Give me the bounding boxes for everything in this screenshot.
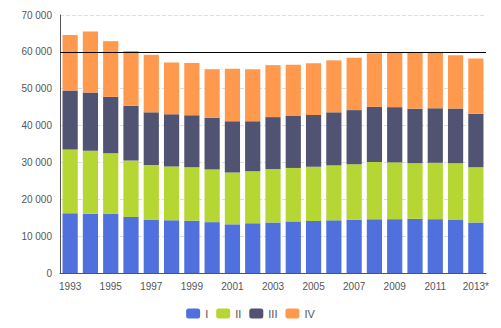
svg-text:2005: 2005 <box>302 281 325 292</box>
svg-text:70 000: 70 000 <box>21 10 52 21</box>
svg-text:0: 0 <box>46 268 52 279</box>
svg-text:20 000: 20 000 <box>21 194 52 205</box>
svg-text:1993: 1993 <box>59 281 82 292</box>
svg-text:30 000: 30 000 <box>21 157 52 168</box>
svg-text:2009: 2009 <box>384 281 407 292</box>
svg-text:2001: 2001 <box>221 281 244 292</box>
svg-text:III: III <box>268 308 277 320</box>
svg-text:1997: 1997 <box>140 281 163 292</box>
svg-text:60 000: 60 000 <box>21 46 52 57</box>
svg-text:1999: 1999 <box>181 281 204 292</box>
svg-text:2007: 2007 <box>343 281 366 292</box>
svg-text:50 000: 50 000 <box>21 83 52 94</box>
svg-text:IV: IV <box>304 308 315 320</box>
svg-text:10 000: 10 000 <box>21 231 52 242</box>
svg-text:2003: 2003 <box>262 281 285 292</box>
svg-text:II: II <box>235 308 241 320</box>
svg-text:I: I <box>205 308 208 320</box>
svg-text:1995: 1995 <box>100 281 123 292</box>
svg-text:40 000: 40 000 <box>21 120 52 131</box>
svg-text:2013*: 2013* <box>463 281 489 292</box>
svg-text:2011: 2011 <box>425 281 447 292</box>
